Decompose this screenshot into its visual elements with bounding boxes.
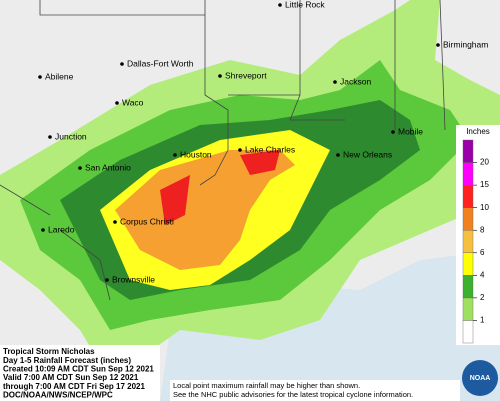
gulf: [160, 250, 500, 401]
info-line: Day 1-5 Rainfall Forecast (inches): [3, 356, 131, 365]
city-label: New Orleans: [343, 149, 392, 159]
info-line: Tropical Storm Nicholas: [3, 347, 95, 356]
city-dot: [115, 101, 119, 105]
legend-tick-label: 4: [480, 270, 485, 279]
city-dot: [173, 153, 177, 157]
legend: 1 2 4 6 8 10 15 20: [462, 139, 489, 344]
legend-tick-label: 10: [480, 203, 489, 212]
city-dot: [48, 135, 52, 139]
city-label: Birmingham: [443, 39, 488, 49]
logo: [462, 360, 498, 396]
city-dot: [436, 43, 440, 47]
city-dot: [218, 74, 222, 78]
info-line: Created 10:09 AM CDT Sun Sep 12 2021: [3, 365, 154, 374]
legend-swatch: [462, 252, 474, 276]
city-label: Houston: [180, 149, 212, 159]
info-line: Valid 7:00 AM CDT Sun Sep 12 2021: [3, 373, 139, 382]
city-dot: [38, 75, 42, 79]
logo-text: NOAA: [470, 375, 491, 382]
city-label: Abilene: [45, 71, 74, 81]
city-label: Jackson: [340, 76, 371, 86]
city-dot: [278, 3, 282, 7]
city-label: Brownsville: [112, 274, 155, 284]
city-label: Little Rock: [285, 0, 325, 9]
city-label: Dallas-Fort Worth: [127, 58, 194, 68]
city-dot: [41, 228, 45, 232]
city-dot: [113, 220, 117, 224]
city-dot: [120, 62, 124, 66]
legend-tick-label: 8: [480, 225, 485, 234]
city-dot: [238, 148, 242, 152]
legend-box: [456, 125, 500, 345]
legend-swatch: [462, 162, 474, 186]
city-dot: [78, 166, 82, 170]
city-dot: [336, 153, 340, 157]
city-dot: [105, 278, 109, 282]
city-label: Shreveport: [225, 70, 267, 80]
info-box: [0, 345, 160, 401]
info-line: through 7:00 AM CDT Fri Sep 17 2021: [3, 382, 146, 391]
legend-swatch: [462, 230, 474, 253]
rain-6: [160, 150, 280, 225]
legend-tick-label: 15: [480, 180, 489, 189]
rain-5: [115, 150, 295, 270]
city-label: Lake Charles: [245, 144, 295, 154]
city-label: Junction: [55, 131, 87, 141]
city-label: Laredo: [48, 224, 75, 234]
city-label: Waco: [122, 97, 144, 107]
legend-tick-label: 6: [480, 248, 485, 257]
legend-swatch: [462, 275, 474, 299]
legend-swatch: [462, 184, 474, 208]
legend-swatch: [462, 320, 474, 344]
city-dot: [333, 80, 337, 84]
legend-swatch: [462, 297, 474, 321]
info-line: DOC/NOAA/NWS/NCEP/WPC: [3, 391, 113, 400]
city-dot: [391, 130, 395, 134]
state-borders: [0, 0, 446, 301]
legend-swatch: [462, 139, 474, 163]
city-label: San Antonio: [85, 162, 131, 172]
legend-tick-label: 20: [480, 158, 489, 167]
legend-tick-label: 2: [480, 293, 485, 302]
footnote-box: [170, 380, 460, 401]
cities: Little Rock Birmingham Abilene Dallas-Fort …: [38, 0, 488, 284]
footnote-line: See the NHC public advisories for the la…: [173, 390, 413, 399]
legend-tick-label: 1: [480, 316, 485, 325]
city-label: Corpus Christi: [120, 216, 174, 226]
city-label: Mobile: [398, 126, 423, 136]
legend-title: Inches: [466, 127, 490, 136]
legend-swatch: [462, 207, 474, 231]
footnote-line: Local point maximum rainfall may be high…: [173, 381, 360, 390]
